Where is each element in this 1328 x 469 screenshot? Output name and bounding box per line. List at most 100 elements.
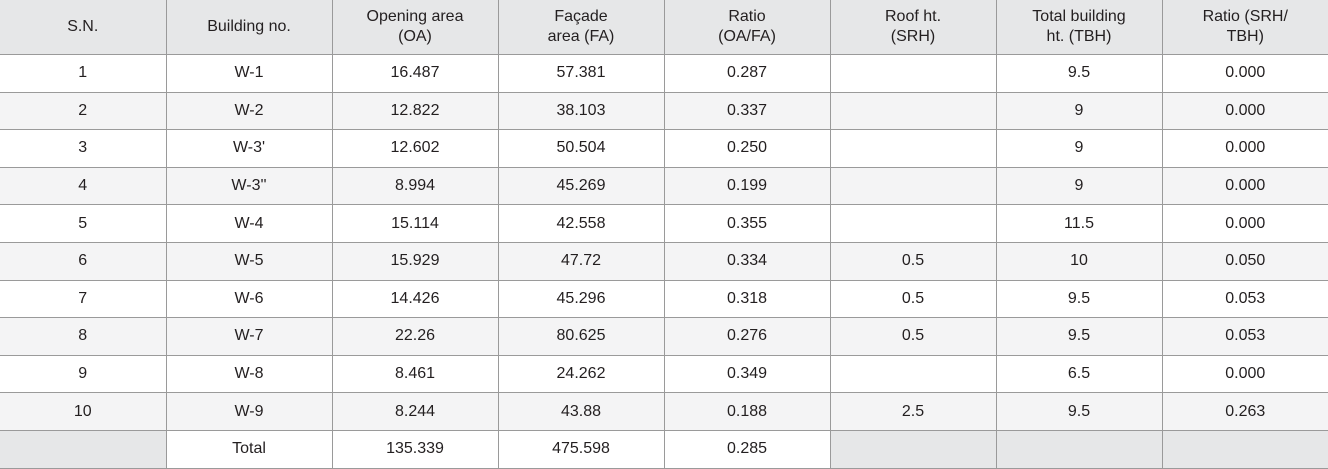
table-cell: 9.5 (995, 317, 1163, 356)
header-cell: Ratio (OA/FA) (663, 0, 831, 55)
table-cell: W-4 (165, 204, 333, 243)
table-cell: 0.349 (663, 354, 831, 394)
table-cell: 10 (995, 241, 1163, 281)
table-cell: W-7 (165, 317, 333, 356)
table-cell: W-8 (165, 354, 333, 394)
table-cell: 0.053 (1161, 317, 1328, 356)
table-cell: 0.000 (1161, 129, 1328, 168)
table-cell: 42.558 (497, 204, 665, 243)
table-cell: 9 (995, 91, 1163, 131)
table-cell: 22.26 (331, 317, 499, 356)
table-cell: 9 (0, 354, 167, 394)
header-cell: Roof ht. (SRH) (829, 0, 997, 55)
table-cell: 0.285 (663, 429, 831, 469)
table-cell: 8.244 (331, 392, 499, 431)
table-cell: 80.625 (497, 317, 665, 356)
table-cell: 0.000 (1161, 91, 1328, 131)
table-cell: 45.296 (497, 279, 665, 319)
table-cell: 0.000 (1161, 54, 1328, 93)
table-cell (0, 429, 167, 469)
table-cell: 14.426 (331, 279, 499, 319)
table-cell: 0.5 (829, 241, 997, 281)
table-cell (995, 429, 1163, 469)
table-cell: W-9 (165, 392, 333, 431)
table-cell: 15.114 (331, 204, 499, 243)
table-body: 1 W-1 16.487 57.381 0.287 9.5 0.000 2 W-2 12.822 3… (0, 54, 1328, 469)
table-cell: 9 (995, 166, 1163, 206)
table-cell: 0.250 (663, 129, 831, 168)
table-cell: 24.262 (497, 354, 665, 394)
table-cell: 0.334 (663, 241, 831, 281)
table-cell: 7 (0, 279, 167, 319)
table-cell (829, 166, 997, 206)
table-cell: 0.318 (663, 279, 831, 319)
table-cell: W-1 (165, 54, 333, 93)
table-row: 3 W-3' 12.602 50.504 0.250 9 0.000 (0, 129, 1328, 168)
table-cell: 6 (0, 241, 167, 281)
header-cell: Building no. (165, 0, 333, 55)
table-cell: 2.5 (829, 392, 997, 431)
table-cell: 8.994 (331, 166, 499, 206)
table-cell (1161, 429, 1328, 469)
table-cell: 50.504 (497, 129, 665, 168)
table-cell: 5 (0, 204, 167, 243)
table-cell (829, 129, 997, 168)
table-cell: 0.287 (663, 54, 831, 93)
table-cell: 8.461 (331, 354, 499, 394)
table-cell: 45.269 (497, 166, 665, 206)
table-row: 6 W-5 15.929 47.72 0.334 0.5 10 0.050 (0, 241, 1328, 281)
table-cell: 3 (0, 129, 167, 168)
table-cell: 10 (0, 392, 167, 431)
table-cell: 15.929 (331, 241, 499, 281)
table-cell: 0.053 (1161, 279, 1328, 319)
table-cell: 47.72 (497, 241, 665, 281)
table-cell: 135.339 (331, 429, 499, 469)
table-cell (829, 204, 997, 243)
table-cell: 9 (995, 129, 1163, 168)
table-row: Total 135.339 475.598 0.285 (0, 429, 1328, 469)
table-cell (829, 91, 997, 131)
table-cell: 0.337 (663, 91, 831, 131)
table-cell: 43.88 (497, 392, 665, 431)
table-cell (829, 354, 997, 394)
header-row: S.N. Building no. Opening area (OA) Façade … (0, 0, 1328, 55)
table-cell: 1 (0, 54, 167, 93)
table-cell: 0.188 (663, 392, 831, 431)
table-cell: W-2 (165, 91, 333, 131)
table-cell: W-6 (165, 279, 333, 319)
table-cell: 6.5 (995, 354, 1163, 394)
table-row: 10 W-9 8.244 43.88 0.188 2.5 9.5 0.263 (0, 392, 1328, 431)
table-cell: 9.5 (995, 392, 1163, 431)
table-row: 2 W-2 12.822 38.103 0.337 9 0.000 (0, 91, 1328, 131)
table-row: 7 W-6 14.426 45.296 0.318 0.5 9.5 0.053 (0, 279, 1328, 319)
table-cell: 0.000 (1161, 354, 1328, 394)
table-cell: 0.263 (1161, 392, 1328, 431)
table-row: 4 W-3'' 8.994 45.269 0.199 9 0.000 (0, 166, 1328, 206)
table-header: S.N. Building no. Opening area (OA) Façade … (0, 0, 1328, 55)
table-cell: 0.000 (1161, 166, 1328, 206)
table-cell (829, 54, 997, 93)
table-cell: 9.5 (995, 279, 1163, 319)
table-cell: 0.050 (1161, 241, 1328, 281)
table-cell: 8 (0, 317, 167, 356)
table-cell: 9.5 (995, 54, 1163, 93)
table-cell: W-3' (165, 129, 333, 168)
table-cell: W-3'' (165, 166, 333, 206)
table-cell: Total (165, 429, 333, 469)
header-cell: S.N. (0, 0, 167, 55)
table-cell: 57.381 (497, 54, 665, 93)
table-cell: 0.355 (663, 204, 831, 243)
table-cell: 12.822 (331, 91, 499, 131)
header-cell: Total building ht. (TBH) (995, 0, 1163, 55)
table-row: 1 W-1 16.487 57.381 0.287 9.5 0.000 (0, 54, 1328, 93)
header-cell: Ratio (SRH/ TBH) (1161, 0, 1328, 55)
table-cell: 12.602 (331, 129, 499, 168)
table-cell (829, 429, 997, 469)
table-cell: 0.5 (829, 279, 997, 319)
header-cell: Opening area (OA) (331, 0, 499, 55)
table-row: 9 W-8 8.461 24.262 0.349 6.5 0.000 (0, 354, 1328, 394)
table-row: 8 W-7 22.26 80.625 0.276 0.5 9.5 0.053 (0, 317, 1328, 356)
table-cell: W-5 (165, 241, 333, 281)
table-cell: 4 (0, 166, 167, 206)
